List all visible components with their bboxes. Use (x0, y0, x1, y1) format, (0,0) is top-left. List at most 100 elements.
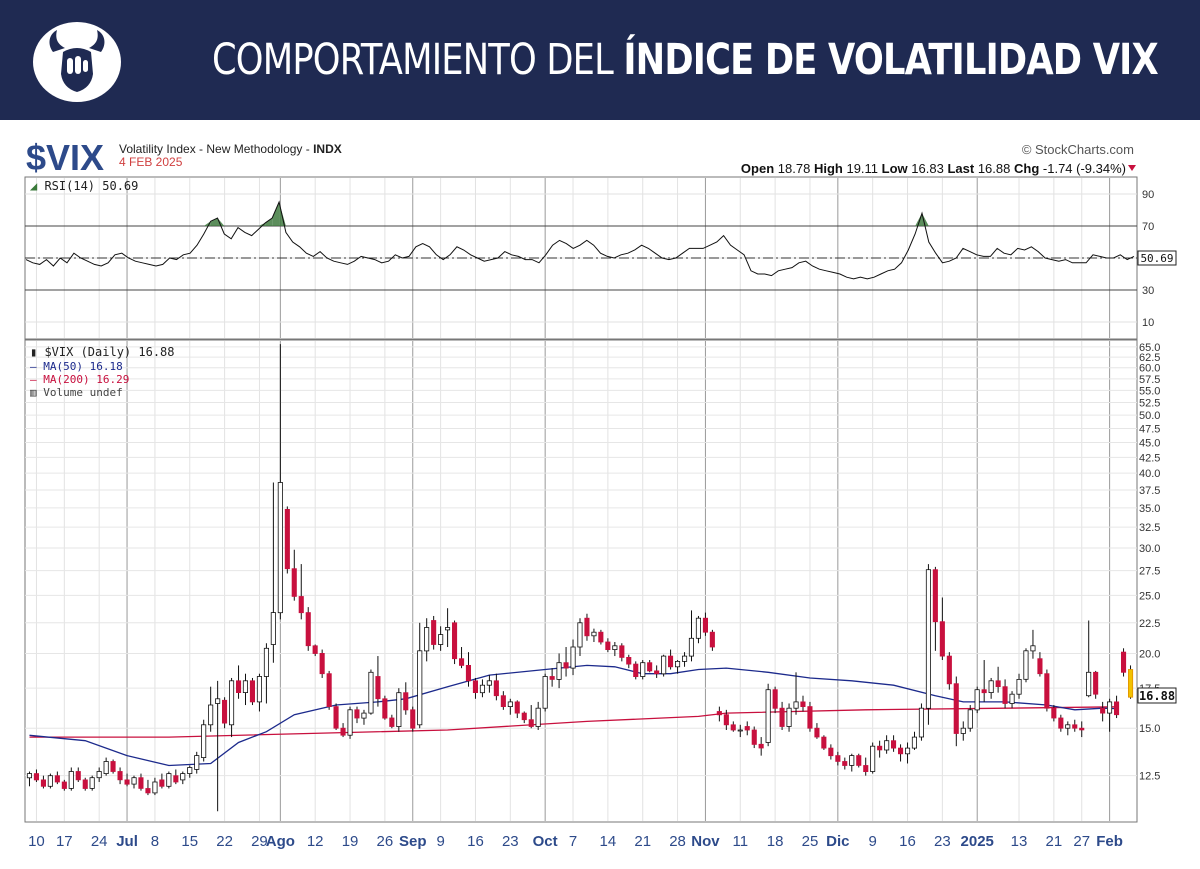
x-tick-label: 8 (151, 833, 159, 850)
open-label: Open (741, 161, 774, 176)
candle-body (298, 596, 304, 614)
price-layer (25, 341, 1137, 821)
candle-body (612, 645, 618, 650)
candle-body (68, 771, 74, 789)
rsi-tick-label: 10 (1142, 317, 1154, 329)
candle-body (932, 569, 938, 623)
x-tick-label: 10 (28, 833, 45, 850)
rsi-layer (25, 178, 1137, 338)
candle-body (828, 747, 834, 757)
x-tick-label: 2025 (961, 833, 994, 850)
candle-body (605, 641, 611, 650)
source-credit: © StockCharts.com (1022, 142, 1134, 157)
exchange-text: INDX (313, 142, 342, 156)
candle-body (375, 676, 381, 700)
candle-body (110, 761, 116, 772)
candle-body (403, 692, 409, 711)
candle-body (1023, 650, 1029, 680)
candle-body (89, 777, 95, 789)
price-tick-label: 32.5 (1139, 522, 1160, 534)
candle-body (54, 775, 60, 783)
candle-body (542, 676, 548, 709)
price-last-flag: 16.88 (1137, 687, 1177, 704)
ma50-legend-text: MA(50) 16.18 (43, 360, 122, 373)
candle-body (870, 745, 876, 772)
price-legend-text: $VIX (Daily) 16.88 (44, 345, 174, 359)
price-tick-label: 25.0 (1139, 590, 1160, 602)
x-tick-label: 24 (91, 833, 108, 850)
price-last-value: 16.88 (1139, 689, 1175, 703)
x-tick-label: 15 (181, 833, 198, 850)
rsi-line (25, 200, 1135, 280)
candle-body (556, 662, 562, 680)
price-tick-label: 35.0 (1139, 503, 1160, 515)
candle-body (514, 701, 520, 714)
candle-body (709, 631, 715, 648)
candle-body (1016, 679, 1022, 695)
rsi-overbought-fill (272, 202, 280, 226)
candle-body (472, 680, 478, 693)
candle-body (424, 627, 430, 652)
candle-body (967, 709, 973, 729)
candle-body (382, 698, 388, 719)
candle-body (33, 773, 39, 781)
chart-description: Volatility Index - New Methodology - IND… (119, 142, 342, 156)
last-label: Last (947, 161, 974, 176)
candle-body (570, 646, 576, 669)
candle-body (180, 773, 186, 781)
chart-canvas: $VIX Volatility Index - New Methodology … (24, 137, 1177, 850)
candle-body (215, 698, 221, 704)
candle-body (438, 634, 444, 645)
x-tick-label: 14 (600, 833, 617, 850)
x-tick-label: Ago (266, 833, 295, 850)
candle-body (577, 622, 583, 648)
candle-body (654, 670, 660, 675)
candle-body (507, 701, 513, 708)
candle-body (877, 745, 883, 751)
x-tick-label: Nov (691, 833, 720, 850)
x-tick-label: Dic (826, 833, 849, 850)
candle-body (995, 680, 1001, 687)
candle-body (319, 653, 325, 675)
last-value: 16.88 (978, 161, 1011, 176)
candle-body (1121, 651, 1127, 673)
candle-body (368, 671, 374, 714)
price-tick-label: 52.5 (1139, 397, 1160, 409)
rsi-last-value: 50.69 (1140, 252, 1173, 265)
candle-body (1037, 658, 1043, 675)
candle-body (988, 680, 994, 693)
candle-body (389, 717, 395, 727)
candle-body (326, 673, 332, 708)
rsi-overbought-fill (258, 222, 266, 226)
candle-body (82, 779, 88, 789)
candle-body (333, 706, 339, 729)
candle-body (75, 771, 81, 781)
candle-body (584, 617, 590, 637)
candle-body (884, 740, 890, 751)
banner-title: COMPORTAMIENTO DEL ÍNDICE DE VOLATILIDAD… (212, 28, 1159, 92)
candle-body (1002, 686, 1008, 704)
ma200-legend-text: MA(200) 16.29 (43, 373, 129, 386)
candle-body (758, 743, 764, 749)
candle-body (493, 680, 499, 697)
candle-body (779, 707, 785, 727)
candle-body (849, 755, 855, 766)
x-tick-label: 29 (251, 833, 268, 850)
candle-body (208, 704, 214, 726)
price-tick-label: 60.0 (1139, 363, 1160, 375)
candle-body (1058, 717, 1064, 729)
x-tick-label: 26 (377, 833, 394, 850)
source-text: StockCharts.com (1035, 142, 1134, 157)
candle-body (221, 699, 228, 724)
volume-legend-icon: ▥ (30, 386, 43, 399)
candle-body (284, 508, 290, 570)
rsi-overbought-fill (921, 213, 929, 226)
candle-body (521, 712, 527, 721)
candle-body (918, 707, 924, 738)
x-tick-label: 12 (307, 833, 324, 850)
candle-body (702, 617, 708, 633)
candle-body (26, 773, 32, 779)
price-tick-label: 65.0 (1139, 342, 1160, 354)
x-tick-label: Oct (533, 833, 558, 850)
candle-body (800, 701, 806, 708)
